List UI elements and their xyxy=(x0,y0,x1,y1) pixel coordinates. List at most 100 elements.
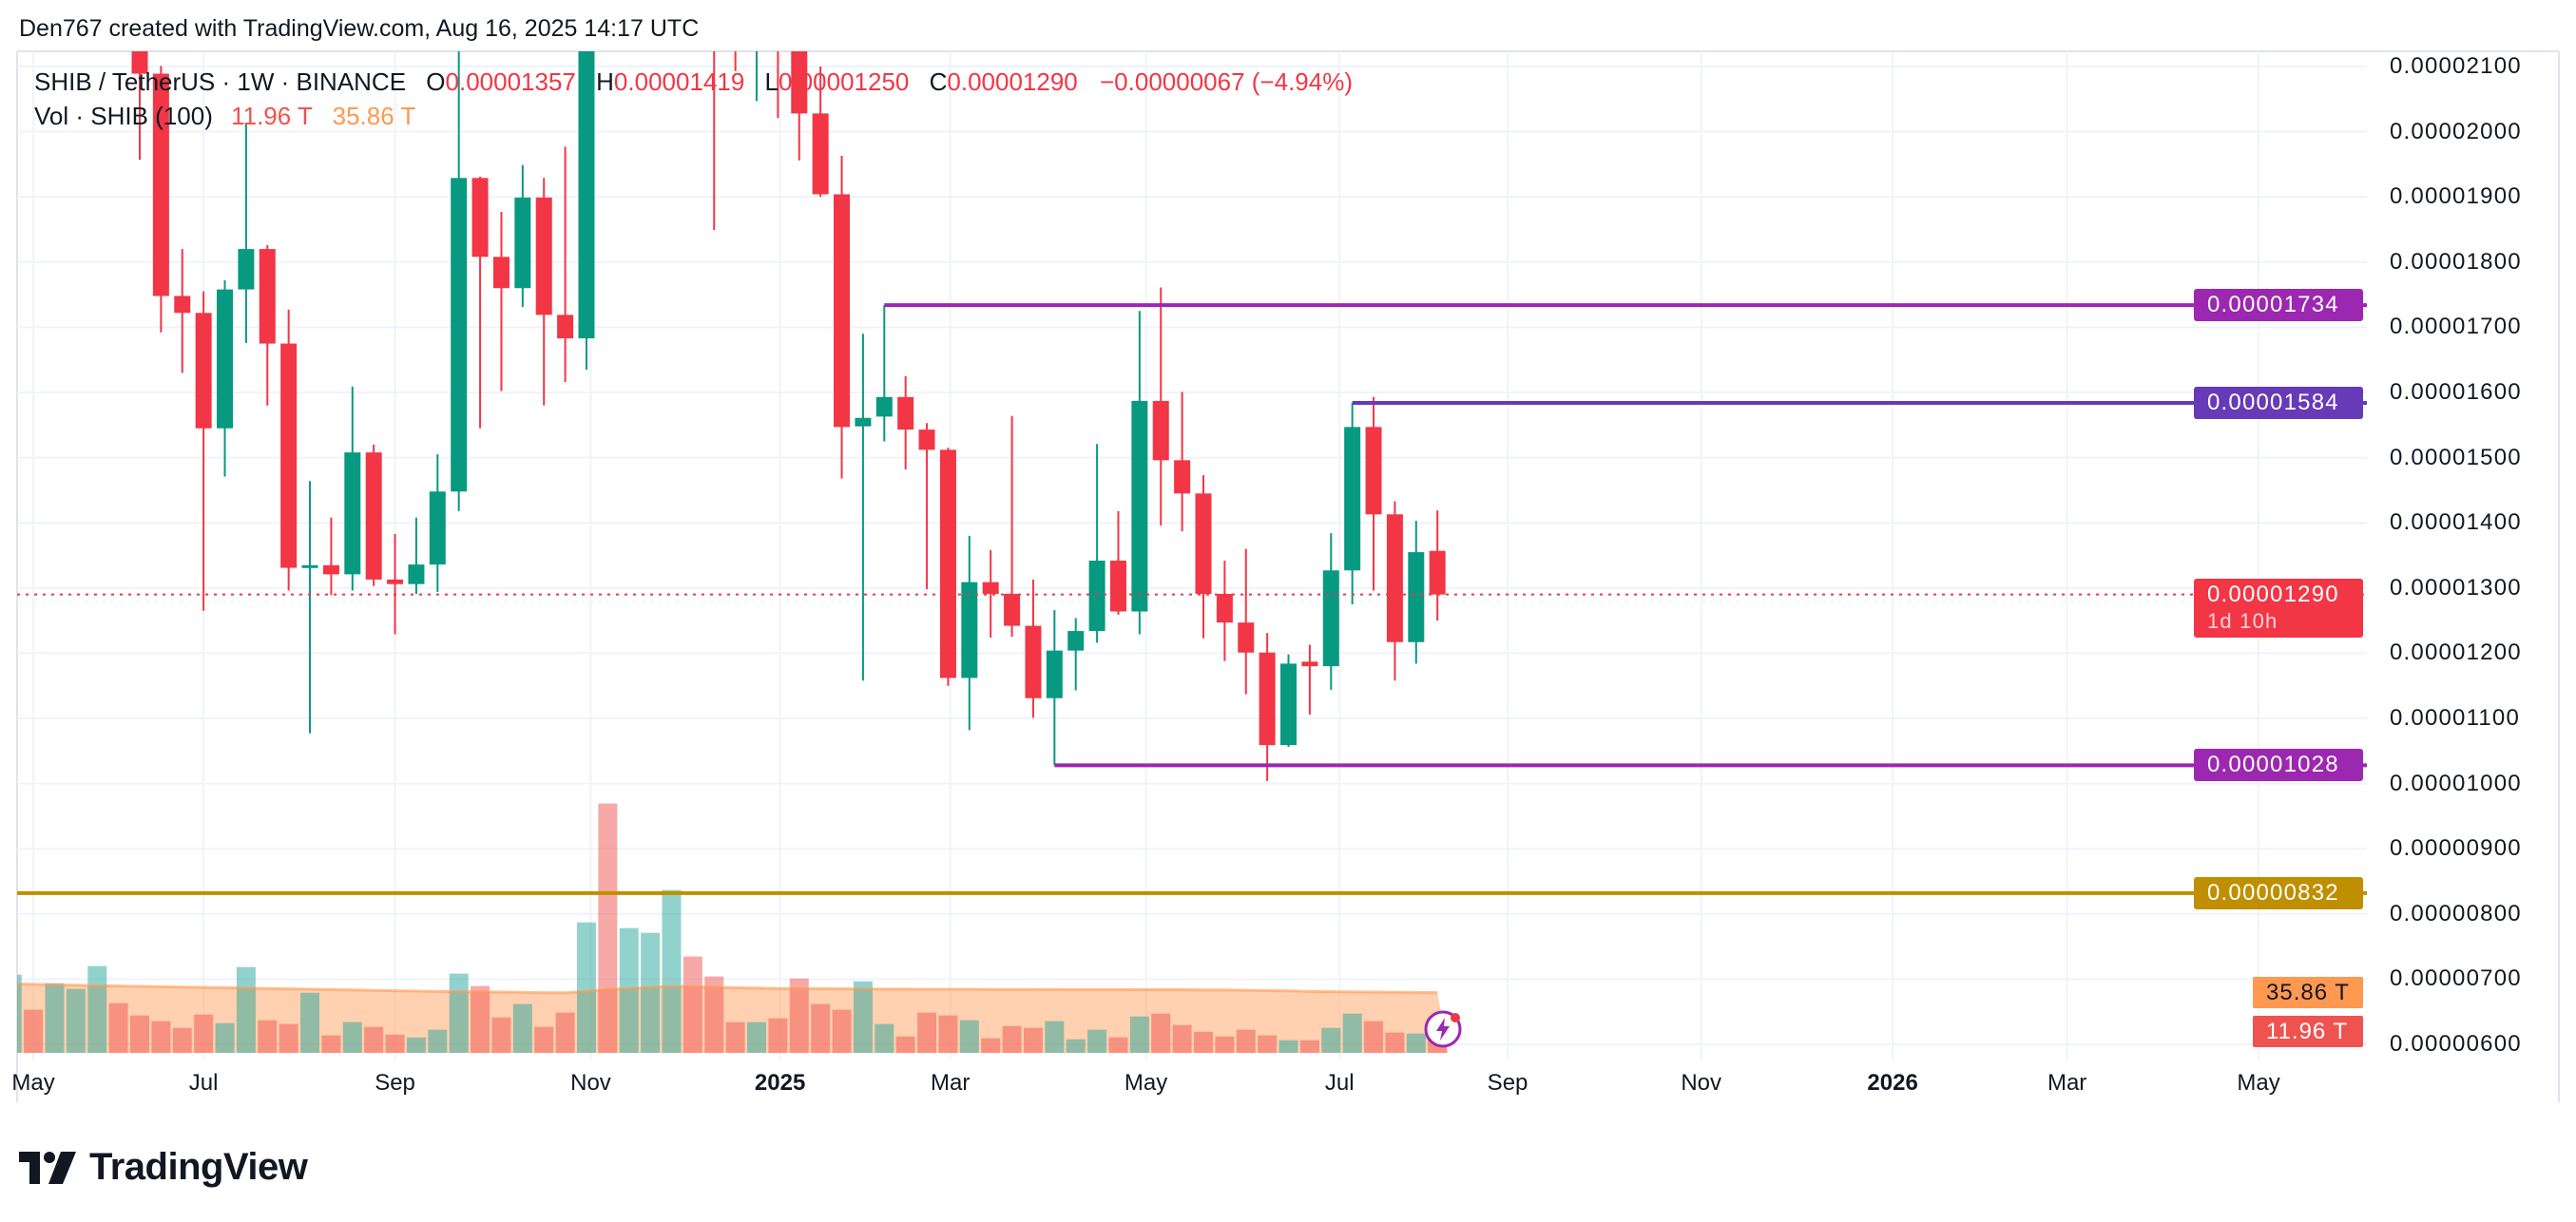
volume-bar xyxy=(45,983,65,1053)
candle-body xyxy=(812,113,829,195)
candle-body xyxy=(365,452,382,580)
candle-down xyxy=(322,517,339,596)
candle-body xyxy=(770,0,786,1)
candle-body xyxy=(471,178,489,258)
candle-body xyxy=(1131,400,1148,612)
volume-bar xyxy=(1194,1031,1213,1053)
time-tick-label: 2025 xyxy=(754,1070,806,1096)
candle-body xyxy=(492,257,509,289)
candle-body xyxy=(451,178,468,492)
time-tick-label: Sep xyxy=(1487,1070,1528,1096)
volume-bar xyxy=(1023,1027,1043,1053)
price-tick-label: 0.00001200 xyxy=(2390,640,2522,666)
candle-body xyxy=(259,249,276,344)
candle-down xyxy=(812,67,829,198)
volume-bar xyxy=(491,1017,511,1053)
candle-body xyxy=(1088,560,1105,632)
candle-up xyxy=(855,334,872,681)
horizontal-line-price-label[interactable]: 0.00000832 xyxy=(2194,876,2363,909)
volume-bar xyxy=(342,1022,362,1053)
price-tick-label: 0.00000700 xyxy=(2390,965,2522,992)
volume-bar xyxy=(917,1012,937,1053)
volume-bar xyxy=(194,1014,214,1053)
candle-up xyxy=(1067,618,1085,691)
close-value: 0.00001290 xyxy=(947,67,1078,96)
candle-body xyxy=(535,197,552,315)
volume-bar xyxy=(321,1035,341,1053)
volume-indicator-title[interactable]: Vol · SHIB (100) xyxy=(34,102,213,130)
candle-down xyxy=(1386,501,1403,681)
candle-body xyxy=(152,73,169,296)
candle-down xyxy=(734,51,737,71)
volume-bar xyxy=(279,1023,298,1053)
candle-down xyxy=(280,309,298,591)
price-tick-label: 0.00001800 xyxy=(2390,248,2522,275)
volume-bar xyxy=(1172,1024,1192,1053)
volume-legend-row: Vol · SHIB (100) 11.96 T 35.86 T xyxy=(34,99,1353,133)
candle-body xyxy=(322,564,339,575)
volume-value-label: 11.96 T xyxy=(2253,1016,2363,1047)
candle-body xyxy=(131,51,148,74)
volume-bar xyxy=(108,1002,128,1053)
candle-up xyxy=(1088,444,1105,643)
volume-pane xyxy=(17,803,1449,1053)
candle-up xyxy=(1344,402,1361,604)
volume-bar xyxy=(87,965,107,1053)
volume-bar xyxy=(938,1015,958,1053)
low-value: 0.00001250 xyxy=(779,67,910,96)
price-tick-label: 0.00000600 xyxy=(2390,1031,2522,1057)
symbol-title[interactable]: SHIB / TetherUS · 1W · BINANCE xyxy=(34,67,407,96)
symbol-legend: SHIB / TetherUS · 1W · BINANCE O0.000013… xyxy=(34,65,1353,133)
candle-down xyxy=(1365,396,1382,591)
volume-bar xyxy=(1108,1037,1128,1053)
horizontal-line-price-label[interactable]: 0.00001734 xyxy=(2194,289,2363,322)
candle-up xyxy=(301,481,318,734)
volume-bar xyxy=(1002,1025,1022,1053)
volume-bar xyxy=(258,1020,278,1053)
candle-down xyxy=(557,146,574,383)
candle-body xyxy=(1174,460,1191,494)
volume-bar xyxy=(1299,1040,1319,1053)
candle-body xyxy=(1067,631,1085,651)
candle-body xyxy=(1429,550,1446,595)
tradingview-logo[interactable]: TradingView xyxy=(19,1146,308,1189)
candle-body xyxy=(1301,661,1318,667)
candle-body xyxy=(195,313,212,429)
candle-body xyxy=(875,396,893,417)
candle-down xyxy=(1216,560,1233,661)
candle-down xyxy=(1259,633,1276,781)
candle-body xyxy=(387,579,404,584)
candle-body xyxy=(429,491,446,565)
candle-up xyxy=(961,535,978,731)
horizontal-line-price-label[interactable]: 0.00001584 xyxy=(2194,386,2363,419)
volume-bar xyxy=(1129,1016,1149,1053)
volume-bar xyxy=(172,1027,192,1053)
volume-bar xyxy=(1236,1029,1256,1053)
volume-bar xyxy=(555,1012,575,1053)
candle-up xyxy=(578,51,595,370)
open-value: 0.00001357 xyxy=(445,67,576,96)
candle-up xyxy=(238,124,255,343)
price-tick-label: 0.00000800 xyxy=(2390,900,2522,926)
lightning-icon[interactable] xyxy=(1423,1009,1463,1049)
volume-bar xyxy=(471,985,490,1053)
candle-down xyxy=(1429,510,1446,621)
horizontal-line-price-label[interactable]: 0.00001028 xyxy=(2194,749,2363,782)
volume-bar xyxy=(1278,1040,1298,1053)
candle-up xyxy=(344,386,361,591)
volume-bar xyxy=(215,1022,235,1053)
time-tick-label: Nov xyxy=(1681,1070,1722,1096)
candle-body xyxy=(1280,663,1298,746)
candle-down xyxy=(982,550,999,638)
price-tick-label: 0.00001500 xyxy=(2390,444,2522,470)
candle-up xyxy=(875,305,893,442)
candle-body xyxy=(280,343,298,568)
volume-bar xyxy=(959,1020,979,1053)
time-tick-label: Mar xyxy=(2047,1070,2087,1096)
price-tick-label: 0.00001400 xyxy=(2390,509,2522,536)
volume-bar xyxy=(641,932,661,1053)
candle-down xyxy=(1109,510,1126,615)
candle-body xyxy=(1004,593,1021,626)
volume-ma-value: 35.86 T xyxy=(332,102,416,130)
